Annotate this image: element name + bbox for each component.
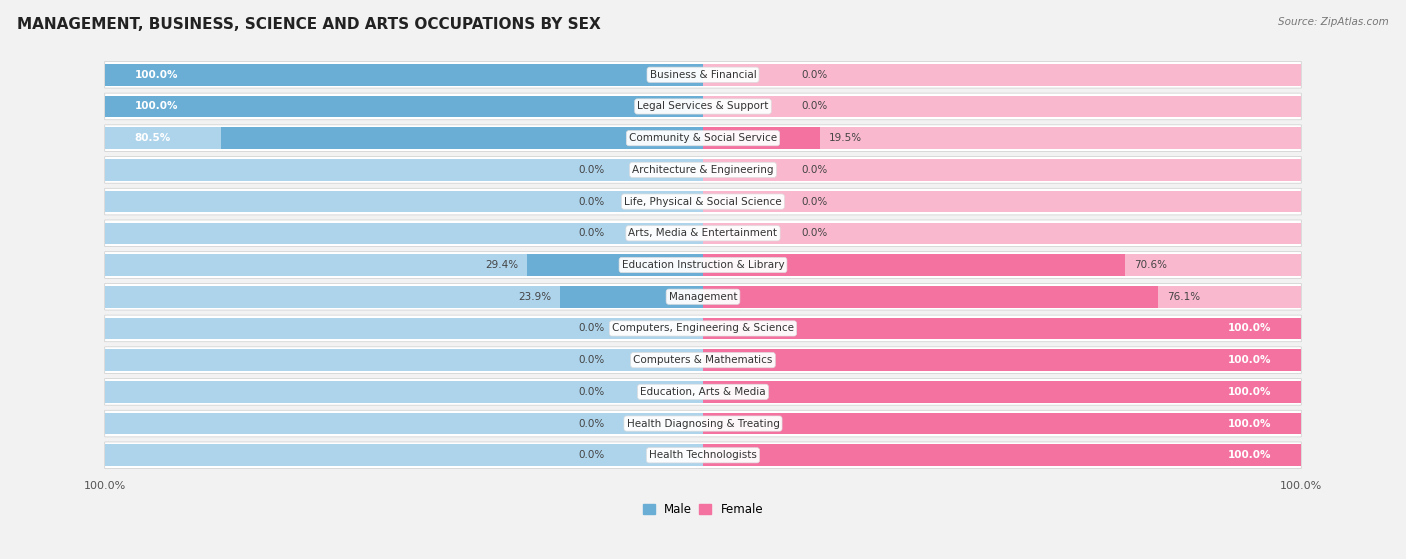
Text: Legal Services & Support: Legal Services & Support bbox=[637, 101, 769, 111]
Text: 100.0%: 100.0% bbox=[1227, 387, 1271, 397]
FancyBboxPatch shape bbox=[104, 220, 1302, 247]
Text: Source: ZipAtlas.com: Source: ZipAtlas.com bbox=[1278, 17, 1389, 27]
Text: Architecture & Engineering: Architecture & Engineering bbox=[633, 165, 773, 175]
Bar bbox=[703, 286, 1159, 307]
Bar bbox=[703, 127, 1302, 149]
Text: Health Technologists: Health Technologists bbox=[650, 451, 756, 460]
Bar bbox=[104, 64, 703, 86]
Bar bbox=[703, 159, 1302, 181]
Text: Business & Financial: Business & Financial bbox=[650, 70, 756, 80]
Text: 0.0%: 0.0% bbox=[801, 228, 828, 238]
Legend: Male, Female: Male, Female bbox=[638, 498, 768, 520]
Bar bbox=[703, 318, 1302, 339]
Bar bbox=[104, 96, 703, 117]
Text: 0.0%: 0.0% bbox=[578, 197, 605, 207]
Bar bbox=[703, 349, 1302, 371]
Text: Life, Physical & Social Science: Life, Physical & Social Science bbox=[624, 197, 782, 207]
Text: Management: Management bbox=[669, 292, 737, 302]
Text: 29.4%: 29.4% bbox=[485, 260, 519, 270]
FancyBboxPatch shape bbox=[104, 283, 1302, 310]
Text: MANAGEMENT, BUSINESS, SCIENCE AND ARTS OCCUPATIONS BY SEX: MANAGEMENT, BUSINESS, SCIENCE AND ARTS O… bbox=[17, 17, 600, 32]
FancyBboxPatch shape bbox=[104, 347, 1302, 373]
Text: 70.6%: 70.6% bbox=[1135, 260, 1167, 270]
Bar bbox=[703, 64, 1302, 86]
Text: 100.0%: 100.0% bbox=[135, 70, 179, 80]
FancyBboxPatch shape bbox=[104, 378, 1302, 405]
Text: 0.0%: 0.0% bbox=[801, 165, 828, 175]
Bar bbox=[560, 286, 703, 307]
Bar bbox=[104, 413, 703, 434]
Bar bbox=[104, 222, 703, 244]
Text: 100.0%: 100.0% bbox=[1227, 355, 1271, 365]
Text: 100.0%: 100.0% bbox=[1227, 419, 1271, 429]
Text: Health Diagnosing & Treating: Health Diagnosing & Treating bbox=[627, 419, 779, 429]
Bar bbox=[104, 286, 703, 307]
FancyBboxPatch shape bbox=[104, 252, 1302, 278]
Bar bbox=[221, 127, 703, 149]
Bar bbox=[703, 254, 1125, 276]
Text: Education Instruction & Library: Education Instruction & Library bbox=[621, 260, 785, 270]
Text: 0.0%: 0.0% bbox=[578, 228, 605, 238]
Bar bbox=[703, 444, 1302, 466]
FancyBboxPatch shape bbox=[104, 61, 1302, 88]
Bar bbox=[104, 64, 703, 86]
Bar bbox=[703, 413, 1302, 434]
Bar bbox=[703, 254, 1302, 276]
Text: 0.0%: 0.0% bbox=[578, 355, 605, 365]
Bar bbox=[703, 381, 1302, 402]
FancyBboxPatch shape bbox=[104, 157, 1302, 183]
Text: 0.0%: 0.0% bbox=[801, 70, 828, 80]
Text: 0.0%: 0.0% bbox=[578, 324, 605, 333]
Bar bbox=[104, 254, 703, 276]
Text: Computers, Engineering & Science: Computers, Engineering & Science bbox=[612, 324, 794, 333]
FancyBboxPatch shape bbox=[104, 442, 1302, 468]
Text: Arts, Media & Entertainment: Arts, Media & Entertainment bbox=[628, 228, 778, 238]
Bar bbox=[703, 222, 1302, 244]
Bar bbox=[703, 349, 1302, 371]
Bar bbox=[104, 96, 703, 117]
Bar bbox=[703, 381, 1302, 402]
Text: Community & Social Service: Community & Social Service bbox=[628, 133, 778, 143]
Bar bbox=[703, 444, 1302, 466]
Bar bbox=[104, 318, 703, 339]
Text: 100.0%: 100.0% bbox=[135, 101, 179, 111]
Bar bbox=[104, 191, 703, 212]
Bar bbox=[703, 96, 1302, 117]
Text: 0.0%: 0.0% bbox=[578, 165, 605, 175]
Text: 0.0%: 0.0% bbox=[801, 197, 828, 207]
Bar bbox=[104, 381, 703, 402]
Text: 19.5%: 19.5% bbox=[828, 133, 862, 143]
Text: 76.1%: 76.1% bbox=[1167, 292, 1201, 302]
Text: 23.9%: 23.9% bbox=[517, 292, 551, 302]
Bar bbox=[104, 349, 703, 371]
Text: 100.0%: 100.0% bbox=[1227, 324, 1271, 333]
FancyBboxPatch shape bbox=[104, 93, 1302, 120]
Bar bbox=[703, 286, 1302, 307]
Bar bbox=[703, 413, 1302, 434]
Bar bbox=[527, 254, 703, 276]
Text: 0.0%: 0.0% bbox=[578, 419, 605, 429]
FancyBboxPatch shape bbox=[104, 315, 1302, 342]
Bar bbox=[703, 318, 1302, 339]
Text: Education, Arts & Media: Education, Arts & Media bbox=[640, 387, 766, 397]
FancyBboxPatch shape bbox=[104, 125, 1302, 151]
Text: Computers & Mathematics: Computers & Mathematics bbox=[633, 355, 773, 365]
Text: 0.0%: 0.0% bbox=[578, 387, 605, 397]
Text: 0.0%: 0.0% bbox=[578, 451, 605, 460]
Bar bbox=[104, 444, 703, 466]
Bar bbox=[703, 191, 1302, 212]
FancyBboxPatch shape bbox=[104, 188, 1302, 215]
Bar bbox=[104, 159, 703, 181]
Text: 0.0%: 0.0% bbox=[801, 101, 828, 111]
Bar bbox=[703, 127, 820, 149]
Bar bbox=[104, 127, 703, 149]
FancyBboxPatch shape bbox=[104, 410, 1302, 437]
Text: 100.0%: 100.0% bbox=[1227, 451, 1271, 460]
Text: 80.5%: 80.5% bbox=[135, 133, 172, 143]
